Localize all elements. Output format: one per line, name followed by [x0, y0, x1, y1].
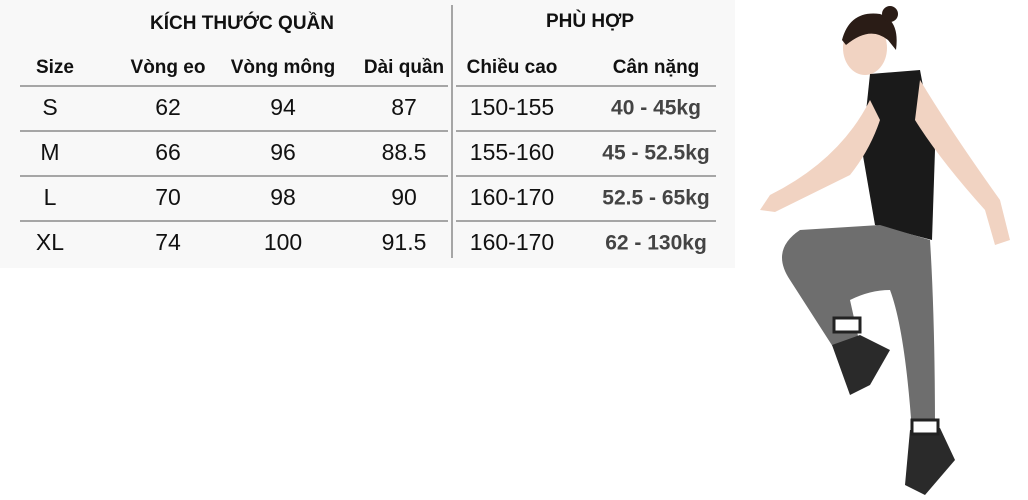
table-cell: 88.5 [382, 139, 427, 165]
group-header: KÍCH THƯỚC QUẦN [150, 12, 334, 34]
table-cell: 160-170 [470, 229, 554, 255]
column-header: Cân nặng [613, 57, 700, 78]
model-photo [760, 6, 1010, 495]
weight-cell: 45 - 52.5kg [602, 142, 709, 165]
table-cell: L [44, 184, 57, 210]
weight-cell: 62 - 130kg [605, 232, 707, 255]
column-header: Vòng eo [131, 57, 206, 78]
table-cell: 94 [270, 94, 296, 120]
weight-cell: 52.5 - 65kg [602, 187, 709, 210]
table-cell: 74 [155, 229, 181, 255]
table-cell: 98 [270, 184, 296, 210]
table-cell: 91.5 [382, 229, 427, 255]
table-cell: 90 [391, 184, 417, 210]
table-cell: XL [36, 229, 64, 255]
column-header: Chiều cao [467, 57, 558, 78]
table-cell: 160-170 [470, 184, 554, 210]
group-header: PHÙ HỢP [546, 10, 634, 32]
column-header: Dài quần [364, 57, 444, 78]
table-cell: 100 [264, 229, 302, 255]
table-cell: 155-160 [470, 139, 554, 165]
weight-cell: 40 - 45kg [611, 97, 701, 120]
table-cell: 87 [391, 94, 417, 120]
table-grid: Size Vòng eo Vòng mông Dài quần Chiều cao Cân… [20, 57, 716, 255]
table-cell: 150-155 [470, 94, 554, 120]
table-background [0, 0, 735, 268]
table-cell: 62 [155, 94, 181, 120]
table-cell: 66 [155, 139, 181, 165]
column-header: Vòng mông [231, 57, 335, 78]
table-cell: 70 [155, 184, 181, 210]
column-header: Size [36, 57, 74, 78]
table-cell: M [40, 139, 59, 165]
table-cell: 96 [270, 139, 296, 165]
table-cell: S [42, 94, 57, 120]
